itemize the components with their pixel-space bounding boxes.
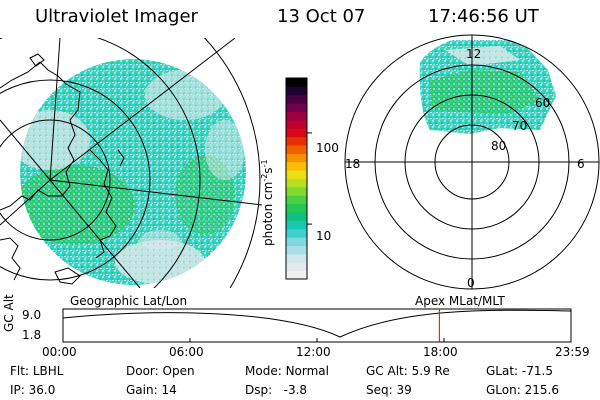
colorbar-unit-label: photon cm-2s-1 bbox=[260, 159, 275, 246]
apex-caption: Apex MLat/MLT bbox=[415, 294, 505, 308]
mlat-label-80: 80 bbox=[491, 139, 507, 153]
gc-alt-xtick: 00:00 bbox=[42, 345, 77, 359]
gc-alt-plot bbox=[62, 308, 572, 343]
gain-info: Gain: 14 bbox=[126, 383, 177, 397]
colorbar-cell bbox=[286, 136, 307, 146]
colorbar-cell bbox=[286, 145, 307, 154]
glon-info: GLon: 215.6 bbox=[486, 383, 559, 397]
colorbar-cell bbox=[286, 178, 307, 188]
colorbar bbox=[285, 77, 312, 280]
colorbar-cell bbox=[286, 186, 307, 196]
polar-image-panel bbox=[344, 34, 600, 290]
gc-alt-xtick: 06:00 bbox=[169, 345, 204, 359]
mlat-label-60: 60 bbox=[535, 96, 551, 110]
colorbar-cell bbox=[286, 253, 307, 263]
dsp-info: Dsp: -3.8 bbox=[245, 383, 308, 397]
colorbar-cell bbox=[286, 94, 307, 104]
geographic-caption: Geographic Lat/Lon bbox=[70, 294, 188, 308]
time-label: 17:46:56 UT bbox=[428, 6, 539, 27]
mode-info: Mode: Normal bbox=[245, 364, 329, 378]
colorbar-tick-100: 100 bbox=[316, 141, 339, 155]
colorbar-tick-10: 10 bbox=[316, 229, 332, 243]
colorbar-cell bbox=[286, 212, 307, 221]
mlat-label-70: 70 bbox=[512, 119, 528, 133]
gc-alt-xtick: 23:59 bbox=[555, 345, 590, 359]
colorbar-cell bbox=[286, 203, 307, 213]
lat-circle bbox=[203, 38, 261, 288]
gc-alt-ylabel: GC Alt bbox=[2, 294, 16, 332]
lat-circle bbox=[0, 79, 151, 281]
app-title: Ultraviolet Imager bbox=[35, 6, 198, 27]
colorbar-cell bbox=[286, 119, 307, 129]
gc-alt-xtick: 18:00 bbox=[423, 345, 458, 359]
mlt-label-6: 6 bbox=[577, 157, 585, 171]
flt-info: Flt: LBHL bbox=[10, 364, 64, 378]
mlt-label-12: 12 bbox=[466, 47, 482, 61]
glat-info: GLat: -71.5 bbox=[486, 364, 553, 378]
lat-circle bbox=[0, 38, 201, 288]
colorbar-cell bbox=[286, 170, 307, 179]
colorbar-cell bbox=[286, 270, 307, 280]
mlt-label-18: 18 bbox=[345, 157, 361, 171]
colorbar-cell bbox=[286, 86, 307, 96]
colorbar-cell bbox=[286, 195, 307, 205]
colorbar-cell bbox=[286, 228, 307, 238]
colorbar-cell bbox=[286, 161, 307, 171]
seq-info: Seq: 39 bbox=[366, 383, 412, 397]
lat-circle bbox=[0, 119, 111, 241]
colorbar-cell bbox=[286, 78, 307, 87]
colorbar-cell bbox=[286, 111, 307, 121]
ip-info: IP: 36.0 bbox=[10, 383, 56, 397]
colorbar-cell bbox=[286, 237, 307, 246]
gc-alt-xtick: 12:00 bbox=[296, 345, 331, 359]
colorbar-cell bbox=[286, 245, 307, 255]
colorbar-cell bbox=[286, 128, 307, 138]
mlt-label-0: 0 bbox=[467, 276, 475, 290]
colorbar-cell bbox=[286, 262, 307, 272]
gc-alt-ymax: 9.0 bbox=[22, 308, 42, 322]
gc-alt-ymin: 1.8 bbox=[22, 328, 42, 342]
colorbar-cell bbox=[286, 103, 307, 112]
colorbar-cell bbox=[286, 153, 307, 163]
date-label: 13 Oct 07 bbox=[277, 6, 366, 27]
door-info: Door: Open bbox=[126, 364, 195, 378]
colorbar-cell bbox=[286, 220, 307, 230]
gc-alt-info: GC Alt: 5.9 Re bbox=[366, 364, 450, 378]
